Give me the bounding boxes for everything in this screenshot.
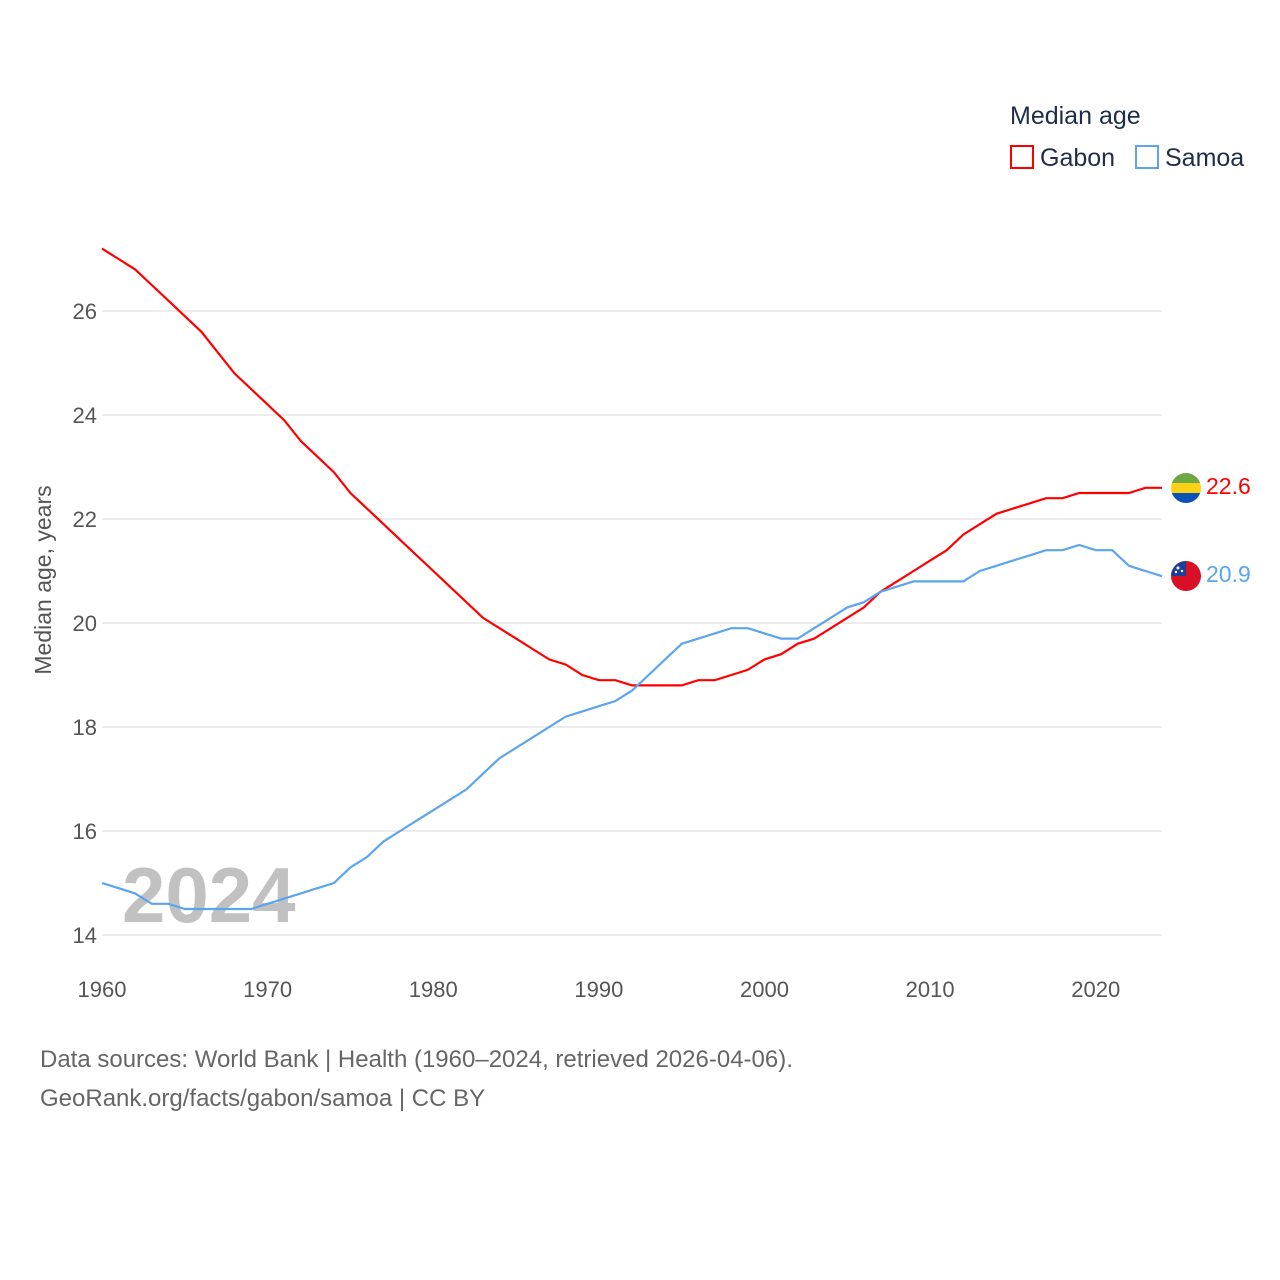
legend-item-samoa[interactable]: Samoa [1135,144,1244,172]
legend-title: Median age [1010,102,1141,130]
legend-label-samoa: Samoa [1165,144,1244,172]
x-tick-label: 1980 [409,977,458,1002]
x-tick-label: 1990 [574,977,623,1002]
series-line-gabon [101,247,1162,687]
x-tick-label: 1960 [78,977,127,1002]
samoa-flag-icon [1171,561,1201,591]
gabon-end-label: 22.6 [1206,473,1251,499]
y-tick-label: 22 [73,507,97,532]
x-tick-label: 2000 [740,977,789,1002]
legend-item-gabon[interactable]: Gabon [1010,144,1115,172]
y-tick-label: 20 [73,611,97,636]
y-tick-label: 14 [73,923,97,948]
y-tick-label: 18 [73,715,97,740]
legend-swatch-samoa [1135,145,1159,169]
year-watermark: 2024 [122,851,296,939]
x-tick-label: 1970 [243,977,292,1002]
legend-label-gabon: Gabon [1040,144,1115,172]
y-tick-label: 24 [73,403,97,428]
credit-text: GeoRank.org/facts/gabon/samoa | CC BY [40,1085,486,1112]
samoa-end-label: 20.9 [1206,561,1251,587]
legend-swatch-gabon [1010,145,1034,169]
series-line-samoa [101,543,1163,911]
y-tick-label: 16 [73,819,97,844]
gabon-flag-icon [1171,473,1201,503]
data-source-text: Data sources: World Bank | Health (1960–… [40,1046,793,1073]
y-tick-label: 26 [73,299,97,324]
y-axis-label: Median age, years [30,485,56,674]
x-tick-label: 2020 [1071,977,1120,1002]
x-tick-label: 2010 [906,977,955,1002]
